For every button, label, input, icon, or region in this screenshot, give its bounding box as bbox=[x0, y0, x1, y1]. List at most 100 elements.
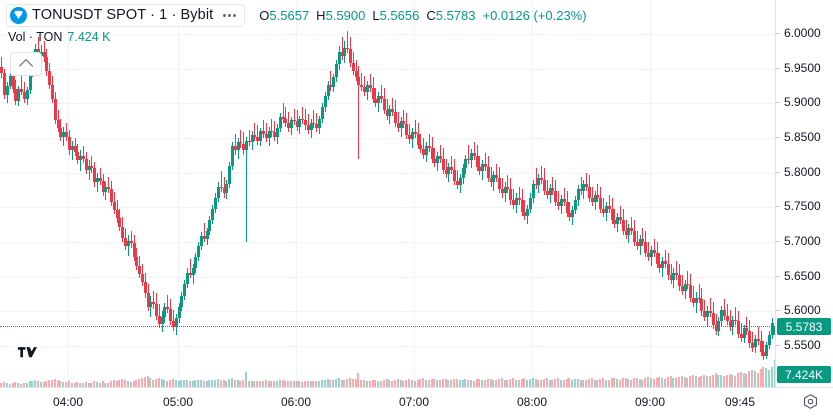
candle-body bbox=[748, 330, 751, 344]
candle-body bbox=[557, 201, 560, 206]
candle-body bbox=[568, 212, 571, 218]
candle-body bbox=[484, 164, 487, 168]
tradingview-logo-icon[interactable] bbox=[12, 338, 42, 368]
volume-bar bbox=[490, 378, 492, 388]
volume-bar bbox=[695, 376, 697, 388]
candle-wick bbox=[592, 186, 593, 206]
candle-body bbox=[723, 310, 726, 316]
volume-bar bbox=[402, 380, 404, 388]
volume-bar bbox=[745, 374, 747, 388]
candle-body bbox=[599, 197, 602, 209]
candle-body bbox=[245, 140, 248, 151]
volume-bar bbox=[166, 381, 168, 388]
volume-bar bbox=[698, 377, 700, 388]
candle-body bbox=[554, 190, 557, 202]
volume-bar bbox=[203, 381, 205, 388]
volume-bar bbox=[231, 378, 233, 388]
candle-body bbox=[692, 297, 695, 304]
candle-wick bbox=[569, 201, 570, 222]
volume-bar bbox=[315, 380, 317, 388]
candle-body bbox=[731, 319, 734, 327]
candle-wick bbox=[403, 110, 404, 129]
candle-body bbox=[481, 164, 484, 172]
volume-bar bbox=[518, 380, 520, 388]
volume-bar bbox=[62, 381, 64, 388]
candle-body bbox=[715, 325, 718, 331]
candle-wick bbox=[746, 316, 747, 335]
grid-line bbox=[0, 103, 776, 105]
volume-bar bbox=[135, 379, 137, 388]
ohlc-open-label: O bbox=[259, 7, 270, 23]
volume-bar bbox=[268, 381, 270, 388]
ohlc-close-label: C bbox=[426, 7, 436, 23]
candle-body bbox=[720, 310, 723, 322]
volume-bar bbox=[495, 380, 497, 388]
volume-bar bbox=[369, 381, 371, 388]
chevron-up-icon[interactable] bbox=[10, 52, 42, 76]
candle-wick bbox=[524, 200, 525, 220]
candle-wick bbox=[752, 332, 753, 352]
volume-bar bbox=[692, 375, 694, 388]
volume-bar bbox=[760, 368, 762, 388]
candle-wick bbox=[420, 133, 421, 154]
grid-line-vertical bbox=[68, 0, 69, 388]
grid-line bbox=[0, 207, 776, 209]
candle-wick bbox=[308, 114, 309, 134]
volume-bar bbox=[54, 378, 56, 388]
volume-bar bbox=[740, 371, 742, 388]
candle-body bbox=[203, 236, 206, 240]
volume-bar bbox=[464, 379, 466, 388]
volume-bar bbox=[405, 379, 407, 388]
current-price-badge[interactable]: 5.5783 bbox=[777, 318, 831, 336]
candle-wick bbox=[648, 242, 649, 262]
volume-bar bbox=[456, 378, 458, 388]
candle-wick bbox=[699, 283, 700, 304]
chart-plot-area[interactable] bbox=[0, 0, 776, 388]
candle-wick bbox=[38, 36, 39, 61]
volume-bar bbox=[675, 378, 677, 388]
candle-wick bbox=[597, 183, 598, 202]
volume-bar bbox=[762, 367, 764, 388]
ohlc-close-value: 5.5783 bbox=[435, 7, 476, 23]
volume-bar bbox=[197, 379, 199, 388]
chart-settings-icon[interactable] bbox=[802, 393, 819, 410]
candle-body bbox=[163, 307, 166, 317]
symbol-button[interactable]: TONUSDT SPOT · 1 · Bybit bbox=[6, 3, 246, 27]
candle-body bbox=[543, 179, 546, 191]
time-axis[interactable]: 04:00 05:00 06:00 07:00 08:00 09:00 09:45 bbox=[0, 387, 833, 416]
more-options-icon[interactable] bbox=[221, 11, 238, 20]
candlestick-series bbox=[0, 31, 776, 360]
volume-bar bbox=[481, 379, 483, 388]
volume-badge[interactable]: 7.424K bbox=[777, 366, 831, 383]
volume-bar bbox=[672, 377, 674, 388]
volume-bar bbox=[34, 379, 36, 388]
ohlc-values: O5.5657 H5.5900 L5.5656 C5.5783 +0.0126 … bbox=[259, 8, 586, 23]
volume-bar bbox=[537, 379, 539, 388]
candle-body bbox=[602, 208, 605, 213]
volume-bar bbox=[211, 379, 213, 388]
volume-bar bbox=[641, 379, 643, 388]
candle-body bbox=[343, 47, 346, 57]
volume-bar bbox=[45, 381, 47, 388]
price-axis[interactable]: 6.0000 5.9500 5.9000 5.8500 5.8000 5.7500 5.70… bbox=[775, 0, 833, 388]
candle-wick bbox=[21, 75, 22, 95]
candle-wick bbox=[434, 147, 435, 168]
candle-body bbox=[678, 275, 681, 287]
volume-bar bbox=[138, 379, 140, 388]
candle-body bbox=[456, 180, 459, 186]
grid-line bbox=[0, 276, 776, 278]
candle-body bbox=[192, 268, 195, 276]
candle-body bbox=[141, 273, 144, 283]
candle-wick bbox=[536, 168, 537, 190]
candle-body bbox=[284, 118, 287, 123]
candle-body bbox=[754, 339, 757, 348]
volume-bar bbox=[748, 371, 750, 388]
candle-wick bbox=[44, 40, 45, 62]
volume-bar bbox=[551, 380, 553, 388]
candle-body bbox=[43, 51, 46, 58]
volume-bar bbox=[484, 380, 486, 388]
candle-body bbox=[341, 51, 344, 57]
volume-bar bbox=[408, 379, 410, 388]
candle-body bbox=[535, 183, 538, 186]
candle-body bbox=[762, 351, 765, 356]
